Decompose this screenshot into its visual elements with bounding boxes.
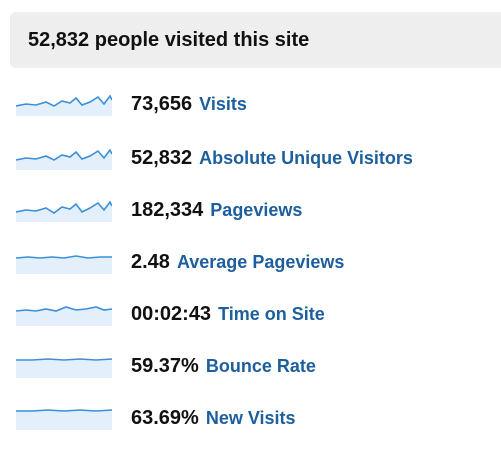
- metric-value: 63.69%: [131, 406, 199, 429]
- metric-link[interactable]: Visits: [199, 93, 247, 114]
- metric-link[interactable]: Absolute Unique Visitors: [199, 147, 413, 168]
- metric-row: 2.48 Average Pageviews: [16, 247, 496, 277]
- sparkline: [16, 306, 112, 326]
- metric-value: 52,832: [131, 146, 193, 169]
- sparkline: [16, 358, 112, 378]
- metric-value: 00:02:43: [131, 302, 212, 325]
- metric-link[interactable]: Average Pageviews: [176, 251, 345, 272]
- metric-value: 59.37%: [131, 354, 199, 377]
- metric-value: 73,656: [131, 92, 193, 115]
- metric-row: 59.37% Bounce Rate: [16, 351, 496, 381]
- summary-header: 52,832 people visited this site: [10, 12, 501, 68]
- sparkline: [16, 200, 112, 222]
- metric-link[interactable]: Bounce Rate: [205, 355, 316, 376]
- metric-row: 63.69% New Visits: [16, 403, 496, 433]
- metric-value: 182,334: [131, 198, 204, 221]
- metric-value: 2.48: [131, 250, 170, 273]
- metric-row: 73,656 Visits: [16, 89, 496, 119]
- metric-row: 00:02:43 Time on Site: [16, 299, 496, 329]
- sparkline: [16, 94, 112, 116]
- sparkline: [16, 409, 112, 430]
- metric-link[interactable]: Time on Site: [218, 303, 325, 324]
- metric-link[interactable]: New Visits: [205, 407, 296, 428]
- metric-row: 182,334 Pageviews: [16, 195, 496, 225]
- sparkline: [16, 148, 112, 170]
- sparkline: [16, 255, 112, 274]
- metric-link[interactable]: Pageviews: [210, 199, 303, 220]
- metric-row: 52,832 Absolute Unique Visitors: [16, 143, 496, 173]
